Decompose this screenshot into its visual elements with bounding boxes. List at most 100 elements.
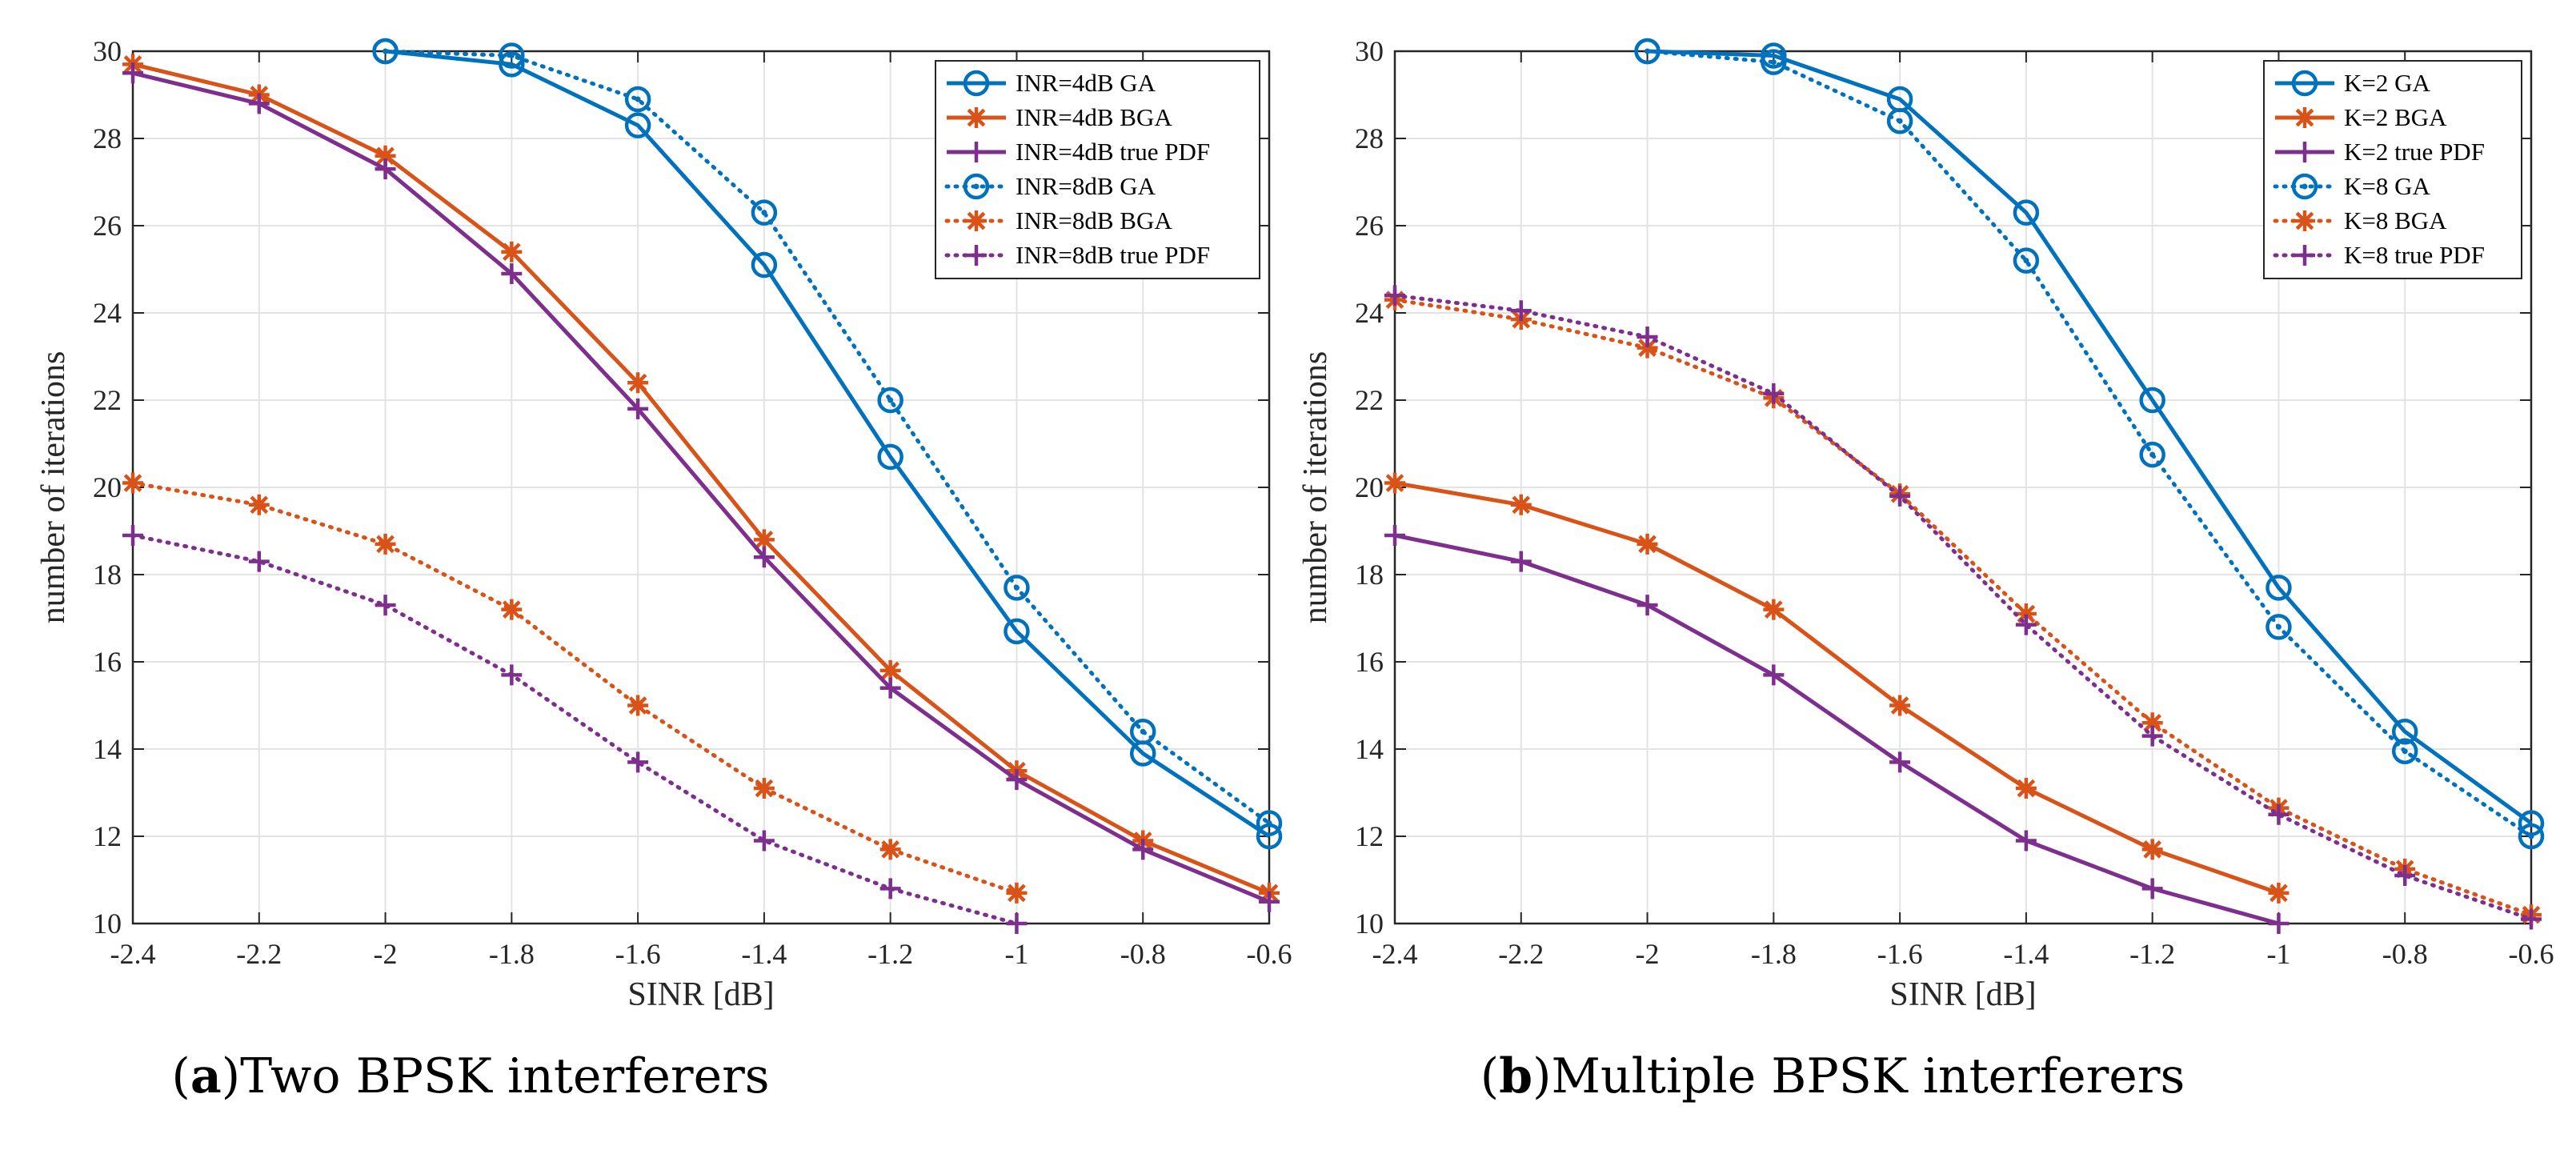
x-tick-label-a-3: -1.8 [489, 938, 535, 970]
legend-b: K=2 GA K=2 BGA K=2 true PDF K=8 GA K=8 BGA K=… [2263, 60, 2522, 279]
legend-marker-b-3-dot [2302, 183, 2308, 190]
caption-a-text: Two BPSK interferers [240, 1048, 769, 1104]
data-point-a-3-0-dot [383, 48, 389, 54]
data-point-b-2-7 [2268, 913, 2290, 934]
data-point-a-3-6-dot [1140, 728, 1146, 735]
data-point-a-4-2 [375, 533, 396, 555]
data-point-b-0-6-ring [2391, 718, 2418, 745]
x-tick-label-a-7: -1 [1004, 938, 1028, 970]
legend-marker-a-0 [963, 70, 990, 97]
data-point-a-2-9 [1259, 891, 1280, 912]
x-tick-label-a-2: -2 [374, 938, 398, 970]
data-point-a-3-3 [751, 199, 778, 226]
legend-label-b-3: K=8 GA [2344, 172, 2431, 200]
series-line-b-5 [1392, 293, 2534, 921]
y-tick-label-a-6: 22 [93, 384, 122, 416]
data-point-a-3-3-dot [761, 210, 767, 216]
data-point-a-2-4 [627, 398, 649, 419]
data-point-a-0-3-ring [751, 251, 778, 278]
data-point-a-0-4 [877, 443, 903, 471]
data-point-a-4-7 [1006, 882, 1028, 904]
data-point-b-3-6-dot [2402, 748, 2408, 755]
data-point-b-3-3-dot [2023, 258, 2029, 264]
data-point-a-3-1-ring [499, 42, 525, 69]
legend-label-b-2: K=2 true PDF [2344, 138, 2485, 166]
data-point-a-5-3 [501, 664, 523, 686]
data-point-b-3-7 [2518, 823, 2545, 850]
legend-marker-b-0-ring [2291, 70, 2318, 97]
data-point-b-3-4-ring [2139, 441, 2165, 468]
data-point-b-5-6 [2141, 725, 2163, 747]
data-point-a-2-6 [879, 677, 901, 699]
series-line-a-0 [385, 49, 1271, 839]
data-point-b-2-5 [2015, 830, 2037, 851]
data-point-a-2-0 [122, 62, 143, 84]
legend-label-a-5: INR=8dB true PDF [1016, 241, 1210, 269]
data-point-b-0-6 [2391, 718, 2418, 745]
data-point-b-2-6 [2141, 878, 2163, 900]
data-point-b-0-5-ring [2266, 575, 2292, 601]
data-point-b-4-6 [2141, 712, 2163, 734]
legend-label-a-0: INR=4dB GA [1016, 69, 1156, 97]
y-tick-label-a-4: 18 [93, 559, 122, 591]
data-point-b-3-7-ring [2518, 823, 2545, 850]
data-point-b-3-6 [2391, 738, 2418, 764]
data-point-a-3-2-ring [624, 86, 651, 113]
data-point-a-5-4 [627, 751, 649, 773]
x-tick-label-a-8: -0.8 [1120, 938, 1166, 970]
data-point-b-1-2 [1637, 533, 1658, 555]
series-a-4 [122, 472, 1028, 904]
data-point-b-5-8 [2394, 865, 2416, 887]
data-point-b-3-5-dot [2275, 623, 2282, 630]
data-point-b-3-4-dot [2149, 451, 2156, 458]
data-point-b-1-1 [1510, 494, 1532, 515]
data-point-b-3-1 [1761, 49, 1787, 75]
data-point-a-3-5 [1004, 575, 1030, 601]
data-point-b-3-6-ring [2391, 738, 2418, 764]
legend-label-b-0: K=2 GA [2344, 69, 2431, 97]
series-b-5 [1384, 285, 2542, 930]
x-tick-label-b-8: -0.8 [2382, 938, 2428, 970]
data-point-b-3-3 [2013, 247, 2040, 274]
y-tick-label-b-7: 24 [1355, 297, 1384, 329]
y-tick-label-a-7: 24 [93, 297, 122, 329]
y-tick-label-b-1: 12 [1355, 820, 1384, 852]
series-line-a-2 [132, 70, 1270, 904]
data-point-a-3-7-ring [1256, 810, 1283, 836]
legend-marker-b-0 [2291, 70, 2318, 97]
y-tick-label-a-0: 10 [93, 908, 122, 940]
data-point-b-2-0 [1384, 524, 1405, 546]
data-point-a-3-4-ring [877, 387, 903, 414]
x-tick-label-a-6: -1.2 [867, 938, 913, 970]
data-point-a-0-3 [751, 251, 778, 278]
y-tick-label-a-1: 12 [93, 820, 122, 852]
series-a-5 [122, 524, 1028, 934]
legend-a: INR=4dB GA INR=4dB BGA INR=4dB true PDF INR… [935, 60, 1260, 279]
legend-marker-a-1 [966, 107, 987, 128]
caption-b: (b)Multiple BPSK interferers [1480, 1048, 2185, 1104]
data-point-a-1-5 [753, 529, 775, 551]
series-b-2 [1384, 524, 2290, 934]
x-tick-label-b-3: -1.8 [1751, 938, 1797, 970]
data-point-b-2-2 [1637, 595, 1658, 616]
y-tick-label-a-3: 16 [93, 646, 122, 678]
y-tick-label-a-2: 14 [93, 733, 122, 765]
data-point-b-3-1-dot [1770, 59, 1777, 66]
data-point-a-2-5 [753, 547, 775, 568]
y-tick-label-b-9: 28 [1355, 122, 1384, 154]
data-point-b-1-5 [2015, 778, 2037, 799]
data-point-b-3-4 [2139, 441, 2165, 468]
x-tick-label-b-6: -1.2 [2129, 938, 2175, 970]
data-point-b-3-0-dot [1645, 48, 1651, 54]
x-tick-label-b-7: -1 [2266, 938, 2290, 970]
chart-panel-b: -2.4 -2.2 -2 -1.8 -1.6 -1.4 -1.2 -1 -0.8 -0.6 10 12… [1297, 35, 2554, 1013]
series-a-3 [372, 38, 1283, 836]
y-tick-label-b-2: 14 [1355, 733, 1384, 765]
data-point-b-5-2 [1637, 326, 1658, 347]
data-point-b-3-2-dot [1897, 118, 1903, 124]
series-line-b-2 [1394, 533, 2280, 926]
data-point-b-3-2 [1886, 107, 1913, 134]
data-point-b-3-7-dot [2528, 833, 2534, 839]
data-point-a-3-6 [1129, 718, 1156, 745]
data-point-b-5-3 [1763, 383, 1785, 404]
